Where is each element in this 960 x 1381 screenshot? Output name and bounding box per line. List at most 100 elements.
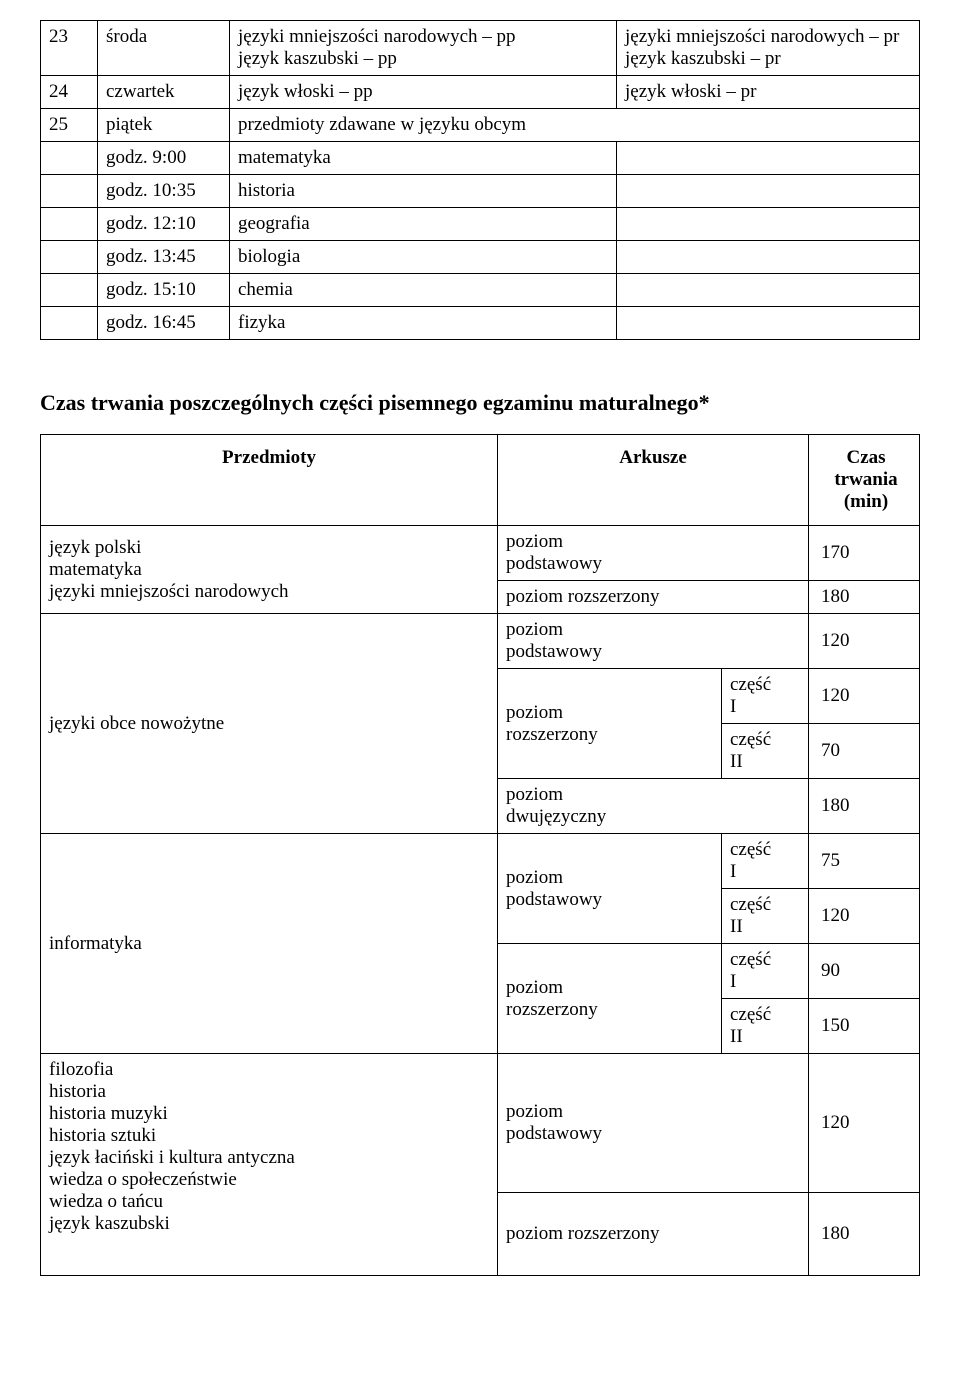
subject-cell-2 [617, 307, 920, 340]
level-cell: poziom rozszerzony [498, 944, 722, 1054]
subject-cell-1: język włoski – pp [230, 76, 617, 109]
cell-text: język kaszubski – pr [625, 48, 911, 70]
level-cell: poziom podstawowy [498, 526, 809, 581]
duration-table: Przedmioty Arkusze Czas trwania (min) ję… [40, 434, 920, 1276]
table-row: informatyka poziom podstawowy część I 75 [41, 834, 920, 889]
part-cell: część I [722, 669, 809, 724]
row-number [41, 241, 98, 274]
cell-text: poziom [506, 702, 563, 723]
cell-text: język kaszubski [49, 1213, 489, 1235]
cell-text: poziom [506, 784, 563, 805]
subject-cell-2 [617, 175, 920, 208]
cell-text: poziom [506, 531, 563, 552]
subject-cell-1: fizyka [230, 307, 617, 340]
cell-text: poziom [506, 619, 563, 640]
cell-text: filozofia [49, 1059, 489, 1081]
level-cell: poziom podstawowy [498, 834, 722, 944]
time-cell: godz. 10:35 [98, 175, 230, 208]
table-row: 23 środa języki mniejszości narodowych –… [41, 21, 920, 76]
cell-text: I [730, 861, 736, 882]
time-cell: godz. 13:45 [98, 241, 230, 274]
cell-text: języki mniejszości narodowych [49, 581, 489, 603]
time-cell: 120 [809, 889, 920, 944]
cell-text: część [730, 1004, 771, 1025]
time-cell: 150 [809, 999, 920, 1054]
subject-cell-2: język włoski – pr [617, 76, 920, 109]
level-cell: poziom podstawowy [498, 1054, 809, 1193]
cell-text: II [730, 751, 743, 772]
cell-text: II [730, 916, 743, 937]
row-number [41, 307, 98, 340]
cell-text: historia [49, 1081, 489, 1103]
cell-text: historia sztuki [49, 1125, 489, 1147]
table-row: godz. 16:45 fizyka [41, 307, 920, 340]
time-cell: godz. 16:45 [98, 307, 230, 340]
cell-text: języki mniejszości narodowych – pr [625, 26, 911, 48]
time-cell: godz. 12:10 [98, 208, 230, 241]
level-cell: poziom rozszerzony [498, 669, 722, 779]
day-cell: piątek [98, 109, 230, 142]
row-number: 25 [41, 109, 98, 142]
row-number [41, 274, 98, 307]
time-cell: 180 [809, 1192, 920, 1275]
table-row: języki obce nowożytne poziom podstawowy … [41, 614, 920, 669]
subject-cell-2 [617, 274, 920, 307]
cell-text: podstawowy [506, 889, 602, 910]
table-row: godz. 12:10 geografia [41, 208, 920, 241]
time-cell: 120 [809, 614, 920, 669]
table-row: filozofia historia historia muzyki histo… [41, 1054, 920, 1193]
cell-text: historia muzyki [49, 1103, 489, 1125]
level-cell: poziom rozszerzony [498, 581, 809, 614]
part-cell: część II [722, 889, 809, 944]
cell-text: poziom [506, 867, 563, 888]
header-duration: Czas trwania (min) [809, 435, 920, 526]
cell-text: wiedza o społeczeństwie [49, 1169, 489, 1191]
cell-text: wiedza o tańcu [49, 1191, 489, 1213]
subject-cell-merged: przedmioty zdawane w języku obcym [230, 109, 920, 142]
time-cell: godz. 15:10 [98, 274, 230, 307]
row-number [41, 142, 98, 175]
subject-cell-2 [617, 208, 920, 241]
time-cell: 120 [809, 1054, 920, 1193]
time-cell: 90 [809, 944, 920, 999]
section-title: Czas trwania poszczególnych części pisem… [40, 390, 920, 416]
cell-text: część [730, 949, 771, 970]
cell-text: część [730, 839, 771, 860]
cell-text: język kaszubski – pp [238, 48, 608, 70]
time-cell: 180 [809, 581, 920, 614]
table-row: 25 piątek przedmioty zdawane w języku ob… [41, 109, 920, 142]
row-number [41, 208, 98, 241]
cell-text: część [730, 894, 771, 915]
level-cell: poziom rozszerzony [498, 1192, 809, 1275]
subject-cell-1: geografia [230, 208, 617, 241]
schedule-table: 23 środa języki mniejszości narodowych –… [40, 20, 920, 340]
cell-text: poziom [506, 1101, 563, 1122]
subject-cell-2 [617, 241, 920, 274]
table-row: godz. 9:00 matematyka [41, 142, 920, 175]
time-cell: 180 [809, 779, 920, 834]
cell-text: język polski [49, 537, 489, 559]
part-cell: część II [722, 724, 809, 779]
cell-text: dwujęzyczny [506, 806, 606, 827]
level-cell: poziom dwujęzyczny [498, 779, 809, 834]
row-number: 23 [41, 21, 98, 76]
time-cell: 120 [809, 669, 920, 724]
cell-text: II [730, 1026, 743, 1047]
cell-text: część [730, 729, 771, 750]
subject-cell-1: języki mniejszości narodowych – pp język… [230, 21, 617, 76]
cell-text: podstawowy [506, 553, 602, 574]
subject-cell-2 [617, 142, 920, 175]
time-cell: 170 [809, 526, 920, 581]
subject-group: języki obce nowożytne [41, 614, 498, 834]
table-row: godz. 13:45 biologia [41, 241, 920, 274]
cell-text: podstawowy [506, 1123, 602, 1144]
time-cell: 75 [809, 834, 920, 889]
subject-cell-2: języki mniejszości narodowych – pr język… [617, 21, 920, 76]
subject-cell-1: biologia [230, 241, 617, 274]
header-subjects: Przedmioty [41, 435, 498, 526]
table-row: 24 czwartek język włoski – pp język włos… [41, 76, 920, 109]
row-number: 24 [41, 76, 98, 109]
level-cell: poziom podstawowy [498, 614, 809, 669]
part-cell: część I [722, 944, 809, 999]
table-row: język polski matematyka języki mniejszoś… [41, 526, 920, 581]
